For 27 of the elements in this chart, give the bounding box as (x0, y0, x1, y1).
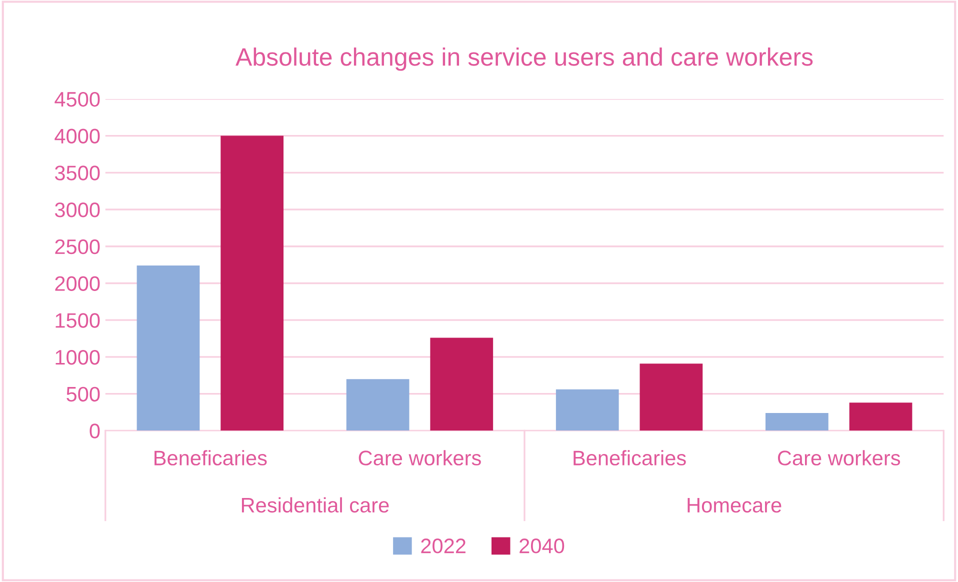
y-tick-label: 500 (66, 386, 100, 402)
bar (136, 266, 200, 431)
text: Residential care (242, 497, 389, 513)
y-tick-label: 1000 (56, 350, 100, 365)
y-tick-label: 3000 (54, 202, 100, 218)
legend-label: 2022 (421, 538, 466, 554)
bar (346, 379, 410, 431)
bar (220, 136, 284, 431)
x-tick-label: Care workers (778, 450, 900, 466)
y-tick-label: 2500 (55, 239, 100, 254)
text: Homecare (688, 498, 782, 513)
x-tick-label: Beneficaries (574, 450, 686, 466)
x-tick-label: Beneficaries (154, 450, 267, 466)
bar (766, 412, 828, 431)
y-tick-label: 0 (90, 424, 100, 438)
x-tick-label: Care workers (358, 450, 481, 466)
y-tick-label: 2000 (55, 276, 100, 291)
y-tick-label: 4500 (54, 92, 100, 107)
bar (556, 389, 619, 431)
y-tick-label: 4000 (54, 128, 100, 144)
bar (430, 338, 494, 431)
bar (640, 364, 703, 431)
y-tick-label: 3500 (54, 166, 100, 180)
legend-label: 2040 (520, 538, 564, 554)
bar (849, 402, 912, 431)
chart-title: Absolute changes in service users and care workers (236, 47, 813, 71)
y-tick-label: 1500 (56, 313, 100, 328)
